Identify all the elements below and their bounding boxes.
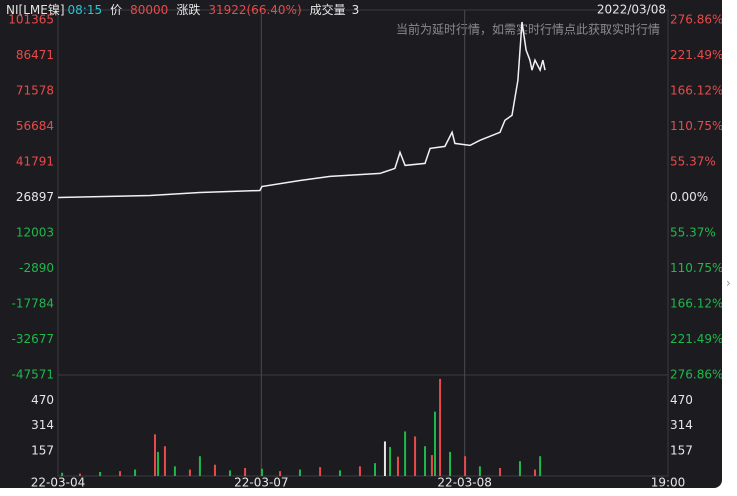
y2-tick-label: 276.86% — [670, 368, 722, 382]
volume-bar — [99, 471, 102, 476]
volume-tick-label-right: 157 — [670, 443, 693, 457]
change: 31922(66.40%) — [208, 3, 301, 17]
y2-tick-label: 166.12% — [670, 297, 722, 311]
volume-bar — [173, 466, 176, 476]
y-tick-label: -47571 — [11, 368, 54, 382]
y2-tick-label: 221.49% — [670, 332, 722, 346]
volume-tick-label: 314 — [31, 418, 54, 432]
volume: 3 — [352, 3, 360, 17]
volume-bar — [213, 464, 216, 476]
date: 2022/03/08 — [597, 3, 666, 17]
x-tick-label: 22-03-07 — [234, 476, 288, 489]
volume-bar — [518, 461, 521, 476]
side-arrow[interactable]: › — [726, 276, 731, 290]
x-tick-label: 19:00 — [651, 476, 686, 489]
volume-bar — [478, 466, 481, 476]
volume-bar — [163, 446, 166, 476]
y2-tick-label: 110.75% — [670, 261, 722, 275]
y-tick-label: 101365 — [8, 13, 54, 27]
y-tick-label: -2890 — [19, 261, 54, 275]
chart-panel: NI[LME镍] 08:15 价 80000 涨跌 31922(66.40%) 成交量 3 2… — [0, 0, 722, 488]
symbol: NI[LME镍] — [6, 3, 65, 17]
volume-bar — [396, 456, 399, 476]
volume-bar — [260, 468, 263, 476]
volume-tick-label-right: 470 — [670, 393, 693, 407]
y-tick-label: 26897 — [16, 190, 54, 204]
change-label: 涨跌 — [176, 2, 200, 17]
volume-bar — [499, 467, 502, 476]
volume-bar — [414, 436, 417, 476]
volume-bar — [319, 467, 322, 476]
plot-frame — [57, 9, 669, 477]
volume-bar — [383, 441, 386, 476]
y-tick-label: 71578 — [16, 83, 54, 97]
y-tick-label: 41791 — [16, 154, 54, 168]
volume-tick-label: 470 — [31, 393, 54, 407]
volume-bar — [339, 470, 342, 476]
y-tick-label: 56684 — [16, 119, 54, 133]
volume-label: 成交量 — [310, 2, 346, 17]
volume-bar — [539, 456, 542, 476]
volume-bar — [244, 467, 247, 476]
volume-bar — [188, 469, 191, 476]
volume-bar — [430, 455, 433, 476]
volume-bar — [464, 456, 467, 476]
y2-tick-label: 221.49% — [670, 48, 722, 62]
volume-bar — [449, 451, 452, 476]
volume-bar — [373, 463, 376, 476]
volume-bar — [279, 471, 282, 476]
volume-bar — [78, 473, 81, 476]
volume-bar — [433, 411, 436, 476]
time: 08:15 — [68, 3, 103, 17]
volume-bar — [229, 470, 232, 476]
volume-bar — [534, 469, 537, 476]
volume-bar — [153, 434, 156, 476]
y-tick-label: 86471 — [16, 48, 54, 62]
volume-bar — [198, 456, 201, 476]
volume-bar — [298, 469, 301, 476]
x-tick-label: 22-03-04 — [31, 476, 85, 489]
chart: NI[LME镍] 08:15 价 80000 涨跌 31922(66.40%) 成交量 3 2… — [6, 2, 722, 489]
price: 80000 — [130, 3, 168, 17]
y2-tick-label: 55.37% — [670, 225, 716, 239]
volume-bar — [119, 471, 122, 476]
header-line: NI[LME镍] 08:15 价 80000 涨跌 31922(66.40%) 成交量 3 — [6, 2, 359, 17]
y2-tick-label: 276.86% — [670, 13, 722, 27]
price-label: 价 — [110, 3, 122, 17]
volume-bar — [389, 447, 392, 476]
volume-bar — [358, 466, 361, 476]
volume-tick-label: 157 — [31, 443, 54, 457]
volume-bar — [439, 378, 442, 476]
x-tick-label: 22-03-08 — [437, 476, 491, 489]
volume-bar — [134, 469, 137, 476]
volume-bar — [61, 472, 64, 476]
volume-bar — [157, 451, 160, 476]
volume-tick-label-right: 314 — [670, 418, 693, 432]
y-tick-label: 12003 — [16, 226, 54, 240]
y2-tick-label: 55.37% — [670, 155, 716, 169]
y2-tick-label: 110.75% — [670, 119, 722, 133]
y-tick-label: -32677 — [11, 332, 54, 346]
delay-notice[interactable]: 当前为延时行情，如需实时行情点此获取实时行情 — [396, 22, 660, 37]
price-line — [57, 21, 546, 199]
volume-bar — [404, 431, 407, 476]
volume-bar — [424, 446, 427, 476]
y2-tick-label: 0.00% — [670, 190, 708, 204]
y2-tick-label: 166.12% — [670, 83, 722, 97]
y-tick-label: -17784 — [11, 297, 54, 311]
